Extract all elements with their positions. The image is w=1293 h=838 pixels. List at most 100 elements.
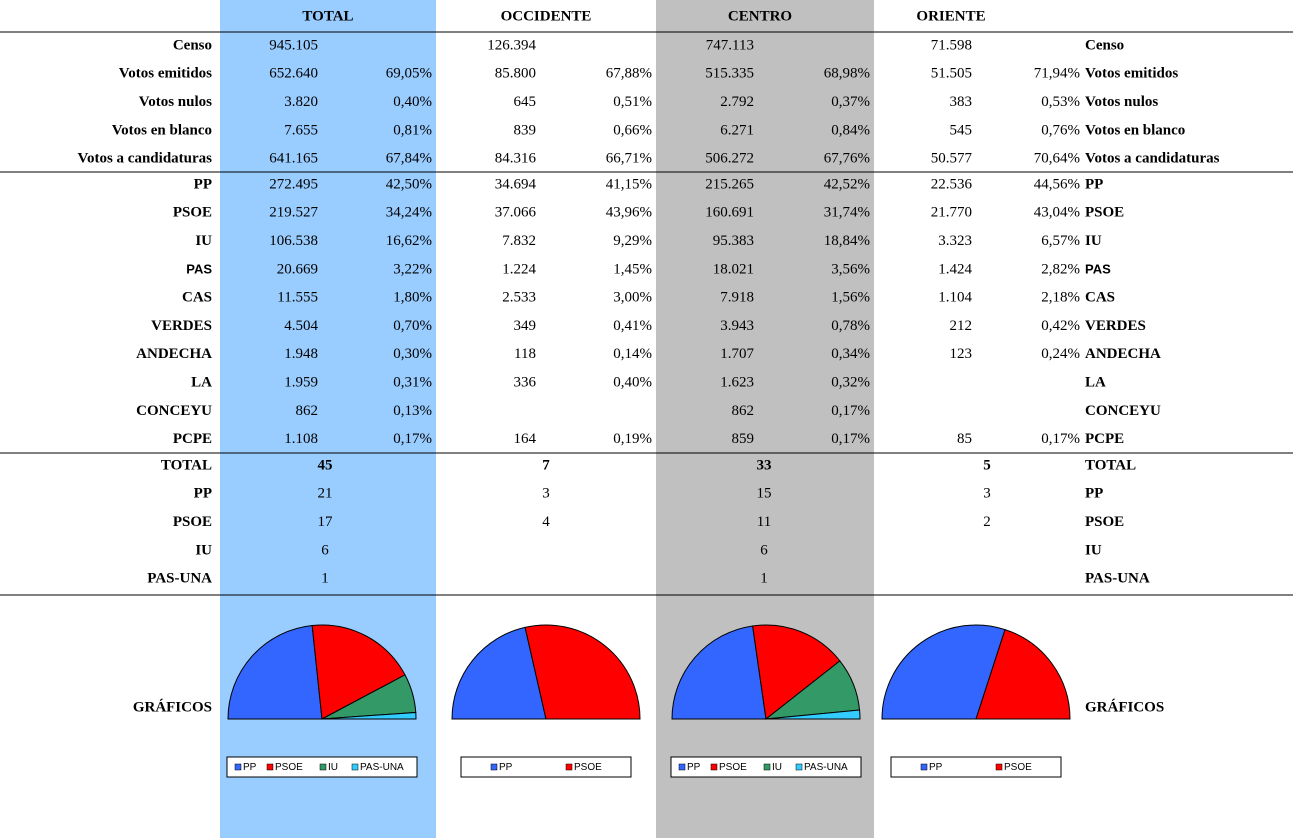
percent-cell: 0,24%: [1041, 346, 1080, 362]
percent-cell: 0,14%: [613, 346, 652, 362]
count-cell: 336: [514, 375, 537, 391]
percent-cell: 43,04%: [1034, 205, 1080, 221]
row-label: VERDES: [151, 318, 212, 334]
legend-swatch: [710, 763, 718, 771]
legend-label: IU: [772, 762, 782, 773]
row-label: PCPE: [1085, 431, 1124, 447]
row-label: TOTAL: [1085, 457, 1136, 473]
percent-cell: 1,56%: [831, 290, 870, 306]
count-cell: 1.623: [720, 375, 754, 391]
count-cell: 7.918: [720, 290, 754, 306]
legend-label: PSOE: [275, 762, 303, 773]
seat-cell: 6: [321, 542, 329, 558]
pie-slice: [451, 626, 547, 720]
seat-cell: 17: [318, 514, 334, 530]
percent-cell: 0,66%: [613, 122, 652, 138]
row-label: PAS-UNA: [147, 571, 212, 587]
count-cell: 106.538: [269, 233, 318, 249]
row-label: IU: [195, 233, 212, 249]
percent-cell: 3,56%: [831, 261, 870, 277]
percent-cell: 67,84%: [386, 151, 432, 167]
count-cell: 859: [732, 431, 755, 447]
percent-cell: 0,17%: [393, 431, 432, 447]
row-label: Votos nulos: [1085, 94, 1158, 110]
pie-slice: [881, 624, 1006, 720]
count-cell: 383: [950, 94, 973, 110]
percent-cell: 0,51%: [613, 94, 652, 110]
count-cell: 945.105: [269, 37, 318, 53]
percent-cell: 2,18%: [1041, 290, 1080, 306]
percent-cell: 68,98%: [824, 66, 870, 82]
row-label: VERDES: [1085, 318, 1146, 334]
count-cell: 1.424: [938, 261, 972, 277]
pie-slice: [975, 628, 1071, 720]
count-cell: 50.577: [931, 151, 973, 167]
charts-label: GRÁFICOS: [1085, 698, 1164, 715]
count-cell: 123: [950, 346, 973, 362]
legend-swatch: [490, 763, 498, 771]
percent-cell: 0,70%: [393, 318, 432, 334]
percent-cell: 67,76%: [824, 151, 870, 167]
pie-slice: [752, 624, 841, 720]
row-label: PAS: [186, 261, 212, 276]
row-label: Votos en blanco: [1085, 122, 1185, 138]
percent-cell: 43,96%: [606, 205, 652, 221]
percent-cell: 0,42%: [1041, 318, 1080, 334]
column-header: TOTAL: [302, 8, 353, 24]
row-label: PSOE: [173, 514, 212, 530]
column-header: OCCIDENTE: [501, 8, 592, 24]
count-cell: 11.555: [277, 290, 318, 306]
row-label: Censo: [173, 37, 212, 53]
count-cell: 506.272: [705, 151, 754, 167]
percent-cell: 66,71%: [606, 151, 652, 167]
row-label: PSOE: [173, 205, 212, 221]
legend-label: PP: [687, 762, 701, 773]
row-label: ANDECHA: [1085, 346, 1161, 362]
legend-swatch: [795, 763, 803, 771]
count-cell: 84.316: [495, 151, 537, 167]
percent-cell: 34,24%: [386, 205, 432, 221]
count-cell: 22.536: [931, 176, 973, 192]
percent-cell: 0,37%: [831, 94, 870, 110]
percent-cell: 0,13%: [393, 403, 432, 419]
count-cell: 20.669: [277, 261, 318, 277]
count-cell: 1.948: [284, 346, 318, 362]
pie-slice: [765, 709, 861, 720]
count-cell: 85: [957, 431, 972, 447]
seat-cell: 6: [760, 542, 768, 558]
percent-cell: 31,74%: [824, 205, 870, 221]
legend-swatch: [565, 763, 573, 771]
seat-cell: 15: [757, 486, 772, 502]
count-cell: 3.943: [720, 318, 754, 334]
row-label: CONCEYU: [136, 403, 212, 419]
count-cell: 6.271: [720, 122, 754, 138]
row-label: PAS: [1085, 261, 1111, 276]
percent-cell: 69,05%: [386, 66, 432, 82]
count-cell: 85.800: [495, 66, 536, 82]
legend-label: PP: [243, 762, 257, 773]
row-label: LA: [191, 375, 212, 391]
pie-slice: [671, 625, 767, 720]
count-cell: 7.832: [502, 233, 536, 249]
count-cell: 34.694: [495, 176, 537, 192]
count-cell: 272.495: [269, 176, 318, 192]
percent-cell: 42,52%: [824, 176, 870, 192]
row-label: PAS-UNA: [1085, 571, 1150, 587]
pie-slice: [227, 624, 323, 720]
percent-cell: 0,34%: [831, 346, 870, 362]
legend-label: PSOE: [574, 762, 602, 773]
seat-cell: 4: [542, 514, 550, 530]
percent-cell: 0,32%: [831, 375, 870, 391]
percent-cell: 71,94%: [1034, 66, 1080, 82]
seat-cell: 1: [321, 571, 329, 587]
count-cell: 1.104: [938, 290, 972, 306]
count-cell: 3.323: [938, 233, 972, 249]
row-label: PP: [194, 176, 212, 192]
legend-swatch: [351, 763, 359, 771]
count-cell: 2.792: [720, 94, 754, 110]
count-cell: 2.533: [502, 290, 536, 306]
legend-label: PP: [499, 762, 513, 773]
percent-cell: 1,45%: [613, 261, 652, 277]
percent-cell: 9,29%: [613, 233, 652, 249]
row-label: Votos en blanco: [112, 122, 212, 138]
